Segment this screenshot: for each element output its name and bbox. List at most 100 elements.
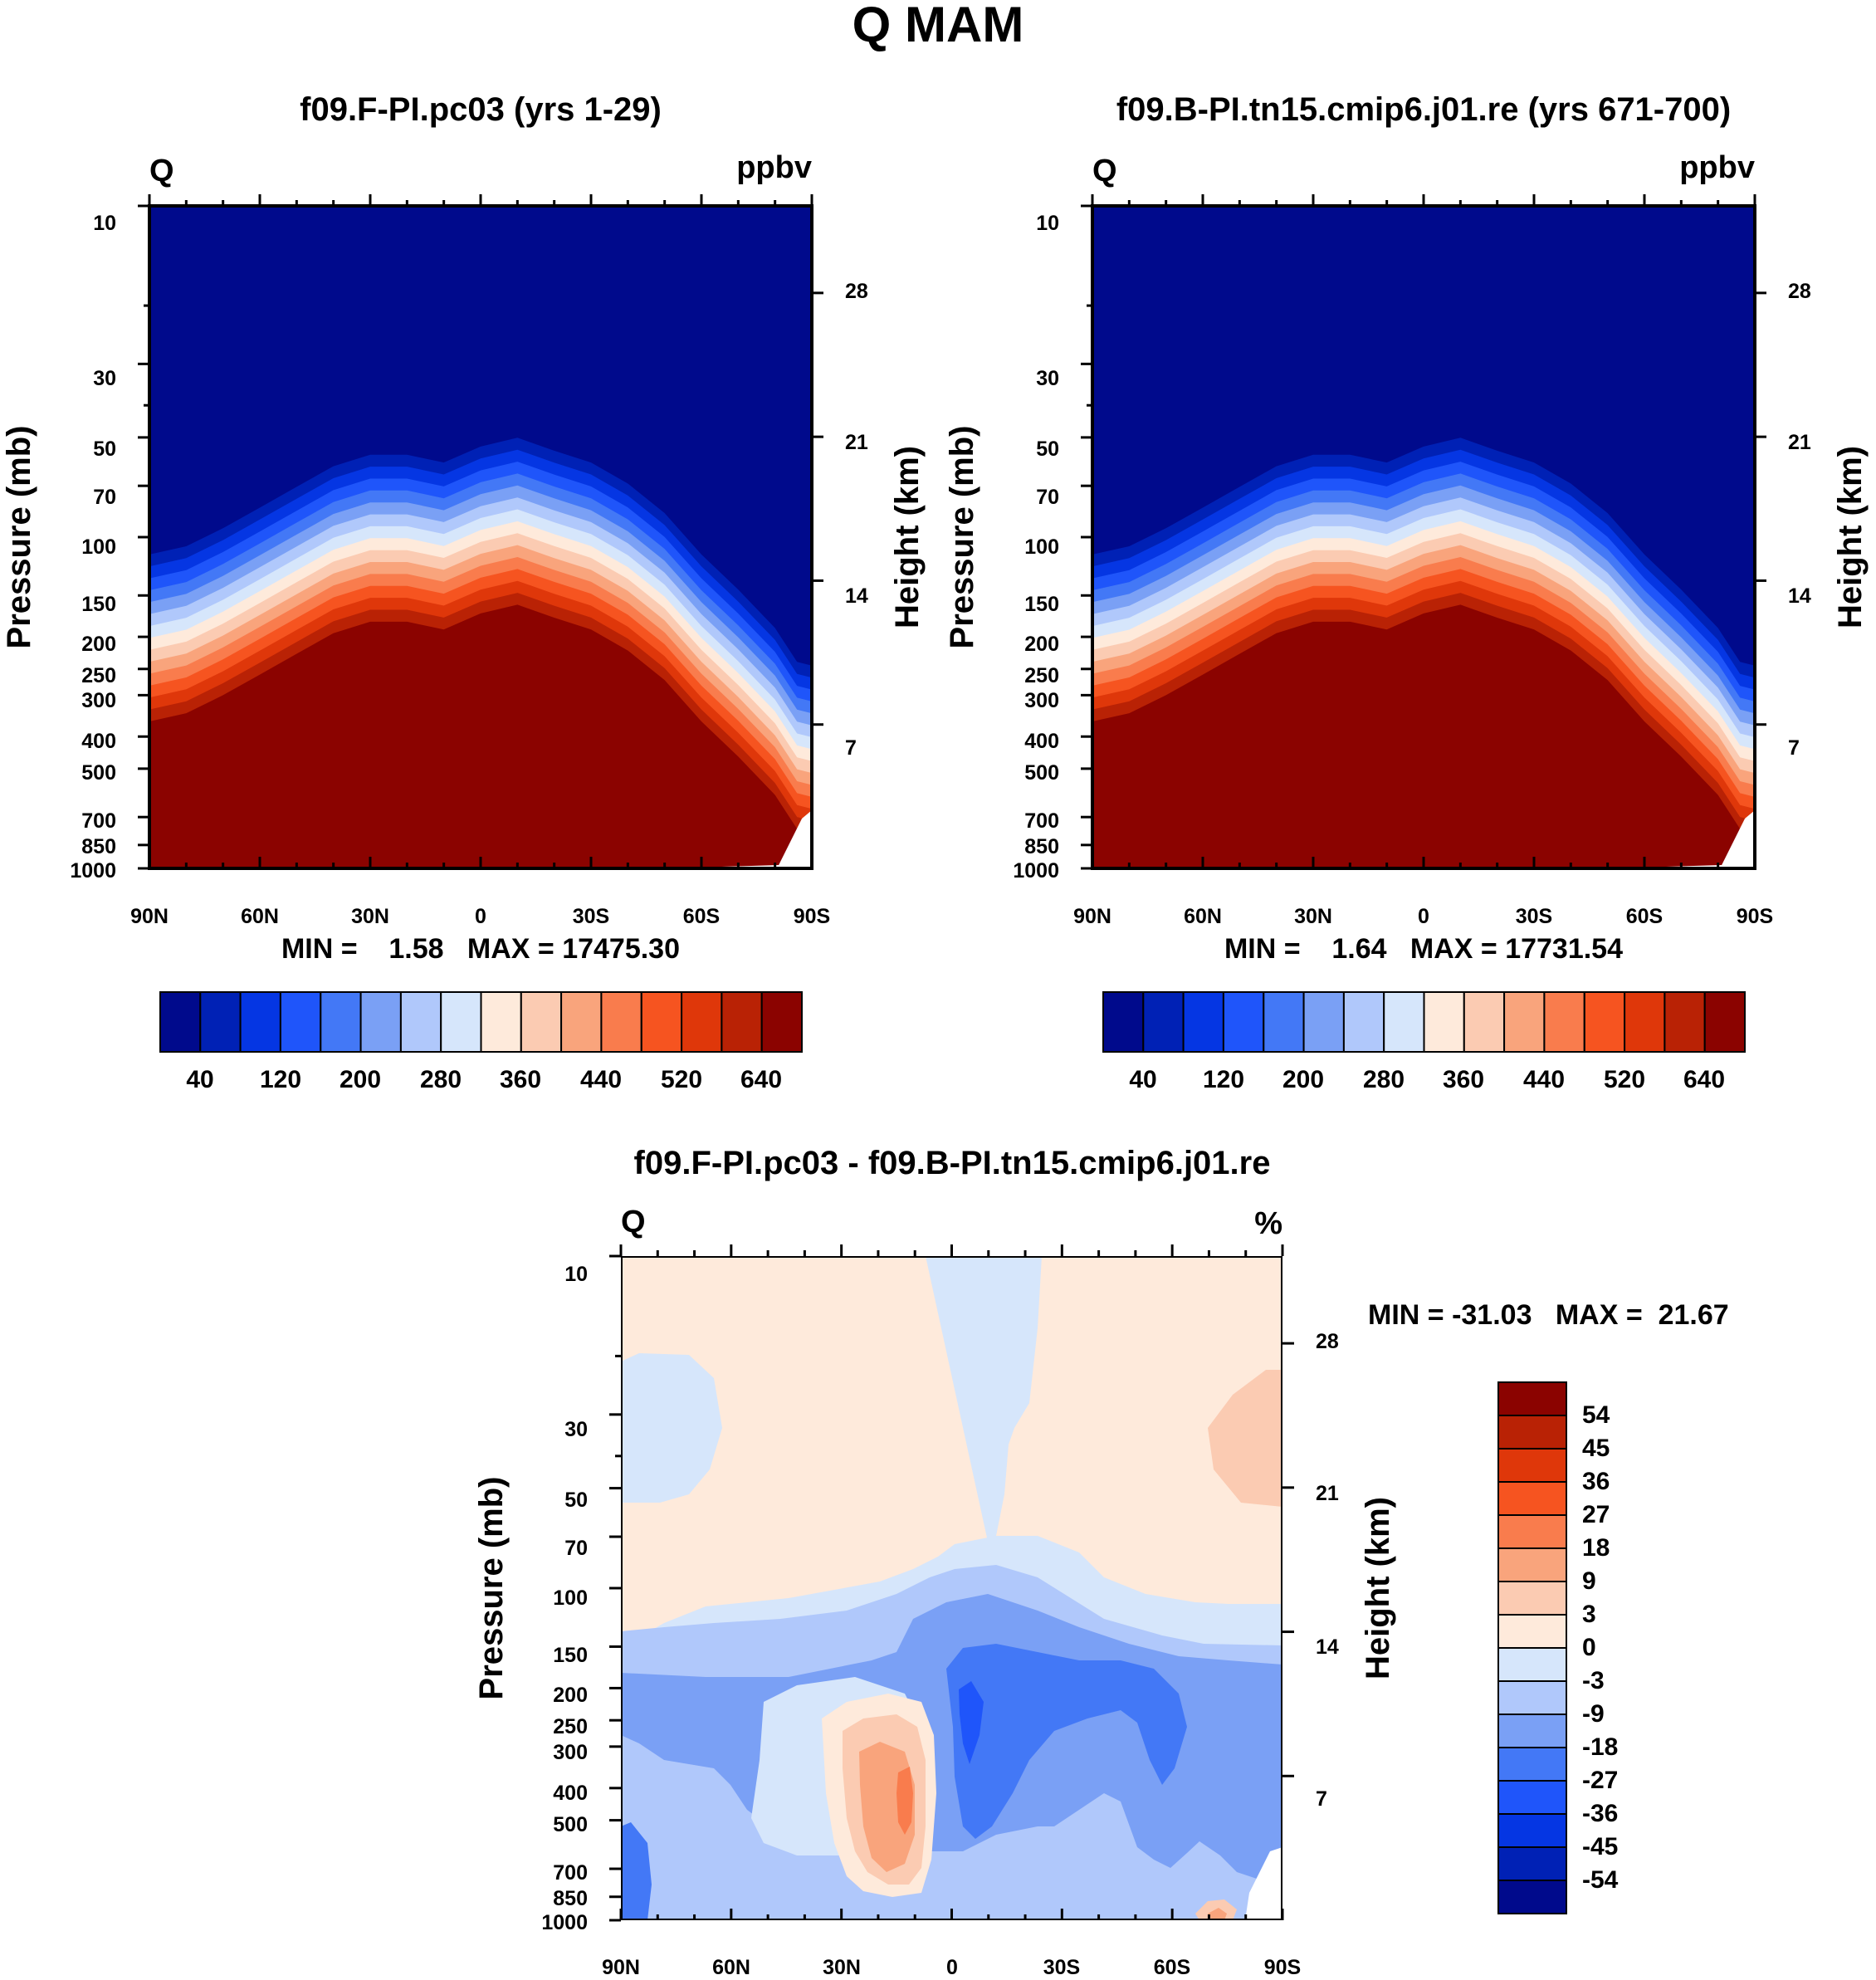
p-tick-label: 300: [1024, 689, 1059, 712]
p-tick-label: 1000: [1013, 859, 1059, 882]
lat-tick-label: 30N: [351, 905, 389, 928]
p-tick-label: 200: [81, 633, 116, 656]
colorbar-label: -18: [1582, 1733, 1618, 1761]
lat-tick-label: 60N: [712, 1956, 750, 1979]
colorbar-label: -36: [1582, 1800, 1618, 1827]
colorbar-swatch: [640, 991, 683, 1053]
p-tick-label: 70: [93, 486, 116, 509]
colorbar-swatch: [1703, 991, 1746, 1053]
p-tick-label: 250: [1024, 664, 1059, 687]
colorbar-label: 9: [1582, 1567, 1596, 1595]
panel-a-ylabel: Pressure (mb): [1, 426, 37, 649]
p-tick-label: 30: [93, 367, 116, 390]
colorbar-swatch: [159, 991, 202, 1053]
p-tick-label: 400: [1024, 730, 1059, 753]
colorbar-swatch: [1497, 1813, 1567, 1848]
panel-a-height-ticks: 28 21 14 7: [845, 280, 868, 760]
p-tick-label: 700: [81, 809, 116, 833]
colorbar-swatch: [1497, 1714, 1567, 1748]
p-tick-label: 100: [1024, 535, 1059, 559]
colorbar-swatch: [760, 991, 804, 1053]
colorbar-label: 3: [1582, 1601, 1596, 1628]
h-tick-label: 28: [1316, 1330, 1339, 1353]
p-tick-label: 850: [1024, 835, 1059, 858]
q-contour-band: [149, 604, 812, 868]
lat-tick-label: 90N: [1073, 905, 1111, 928]
p-tick-label: 1000: [541, 1911, 588, 1934]
lat-tick-label: 60S: [683, 905, 720, 928]
lat-tick-label: 90S: [1264, 1956, 1301, 1979]
lat-tick-label: 60N: [1184, 905, 1222, 928]
panel-b-colorbar-labels: 40 120 200 280 360 440 520 640: [1129, 1066, 1725, 1093]
p-tick-label: 50: [93, 438, 116, 461]
p-tick-label: 10: [93, 212, 116, 235]
colorbar-label: 120: [1203, 1066, 1244, 1093]
colorbar-label: 520: [1604, 1066, 1645, 1093]
panel-diff-min-max: MIN = -31.03 MAX = 21.67: [1368, 1299, 1729, 1331]
lat-tick-label: 30S: [573, 905, 609, 928]
panel-a-variable-label: Q: [149, 154, 174, 188]
colorbar-swatch: [1497, 1747, 1567, 1782]
p-tick-label: 400: [553, 1782, 588, 1805]
colorbar-swatch: [1583, 991, 1626, 1053]
p-tick-label: 150: [81, 593, 116, 616]
h-tick-label: 7: [845, 736, 857, 760]
colorbar-swatch: [1222, 991, 1265, 1053]
colorbar-label: 40: [1129, 1066, 1156, 1093]
panel-b-axes: [1081, 194, 1766, 870]
colorbar-label: 54: [1582, 1401, 1610, 1429]
colorbar-label: 280: [1363, 1066, 1405, 1093]
panel-b-min-max: MIN = 1.64 MAX = 17731.54: [1224, 933, 1623, 965]
lat-tick-label: 0: [946, 1956, 958, 1979]
colorbar-swatch: [1663, 991, 1706, 1053]
colorbar-swatch: [1423, 991, 1465, 1053]
colorbar-swatch: [681, 991, 723, 1053]
lat-tick-label: 90N: [602, 1956, 640, 1979]
colorbar-swatch: [721, 991, 763, 1053]
colorbar-swatch: [480, 991, 522, 1053]
diff-region-nh-tropical-positive-peak: [896, 1767, 913, 1835]
p-tick-label: 400: [81, 730, 116, 753]
panel-a-title: f09.F-PI.pc03 (yrs 1-29): [300, 91, 662, 128]
colorbar-swatch: [1463, 991, 1506, 1053]
panel-a-units-label: ppbv: [736, 150, 812, 185]
colorbar-swatch: [1182, 991, 1224, 1053]
h-tick-label: 7: [1788, 736, 1800, 760]
p-tick-label: 50: [1036, 438, 1059, 461]
colorbar-label: 27: [1582, 1501, 1610, 1528]
colorbar-swatch: [520, 991, 563, 1053]
colorbar-swatch: [1497, 1415, 1567, 1450]
panel-a-y2label: Height (km): [889, 446, 926, 628]
lat-tick-label: 90S: [794, 905, 830, 928]
colorbar-label: 640: [1683, 1066, 1725, 1093]
p-tick-label: 700: [553, 1861, 588, 1885]
panel-b-units-label: ppbv: [1679, 150, 1755, 185]
panel-a-contour-field: [149, 438, 812, 868]
panel-b-height-ticks: 28 21 14 7: [1788, 280, 1811, 760]
lat-tick-label: 0: [1418, 905, 1429, 928]
panel-diff-units-label: %: [1254, 1206, 1282, 1241]
diff-region-sh-mid-negative: [946, 1644, 1187, 1839]
q-contour-band: [1092, 604, 1755, 868]
colorbar-swatch: [560, 991, 603, 1053]
colorbar-swatch: [239, 991, 281, 1053]
colorbar-swatch: [1102, 991, 1145, 1053]
colorbar-swatch: [320, 991, 362, 1053]
colorbar-label: -27: [1582, 1767, 1618, 1794]
diff-region-nh-upper-negative: [621, 1353, 722, 1503]
diff-region-antarctic-missing: [1245, 1847, 1282, 1920]
diff-region-tropical-upper-negative: [926, 1256, 1042, 1561]
panel-diff-ylabel: Pressure (mb): [473, 1477, 510, 1700]
panel-diff-plot-area: [621, 1256, 1282, 1920]
colorbar-label: -9: [1582, 1700, 1605, 1728]
colorbar-label: 440: [1523, 1066, 1565, 1093]
colorbar-label: 440: [580, 1066, 622, 1093]
p-tick-label: 70: [564, 1537, 588, 1560]
lat-tick-label: 60S: [1626, 905, 1663, 928]
panel-b: f09.B-PI.tn15.cmip6.j01.re (yrs 671-700)…: [944, 91, 1869, 1093]
p-tick-label: 300: [81, 689, 116, 712]
panel-a-plot-area: [148, 204, 813, 870]
lat-tick-label: 0: [475, 905, 486, 928]
colorbar-swatch: [1497, 1381, 1567, 1416]
panel-diff-colorbar: [1497, 1381, 1567, 1914]
